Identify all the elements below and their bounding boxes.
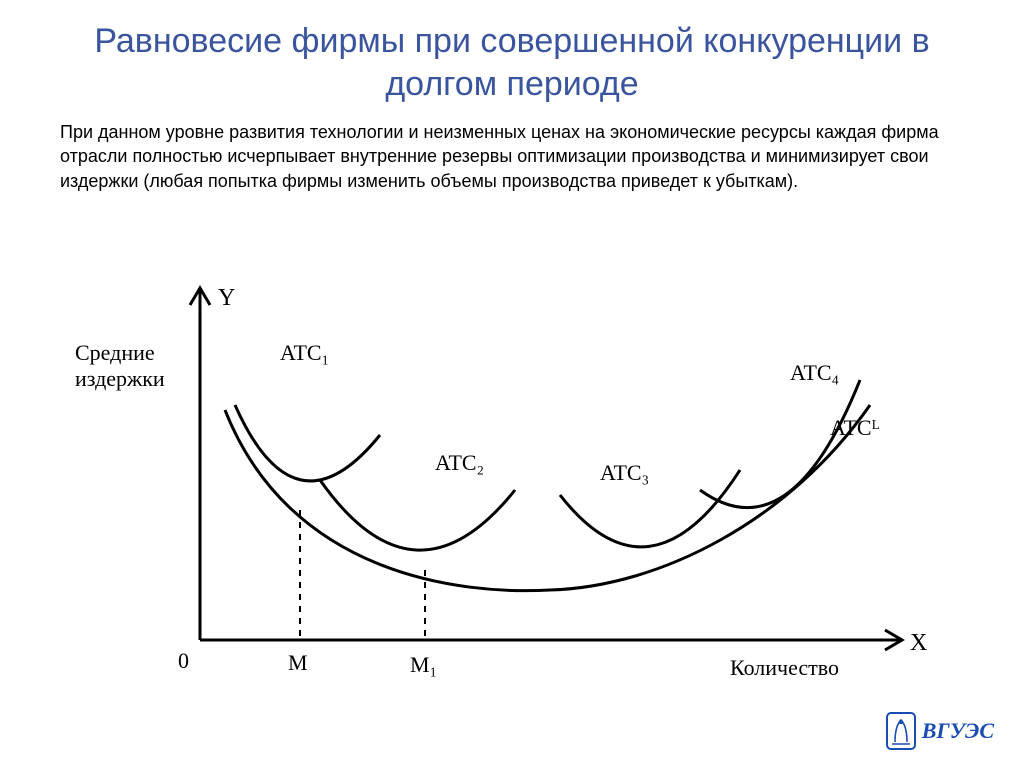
y-axis-name-1: Средние bbox=[75, 340, 155, 365]
logo-text: ВГУЭС bbox=[922, 718, 994, 744]
slide-title: Равновесие фирмы при совершенной конкуре… bbox=[0, 0, 1024, 110]
origin-label: 0 bbox=[178, 648, 189, 673]
x-axis-right-label: X bbox=[910, 630, 927, 656]
label-atc1: ATC₁ bbox=[280, 340, 329, 365]
cost-curve-chart: Y Средние издержки X Количество 0 ATC₁ A… bbox=[60, 280, 940, 700]
tick-M: M bbox=[288, 650, 308, 675]
curve-atcL bbox=[225, 405, 870, 591]
label-atc3: ATC₃ bbox=[600, 460, 649, 485]
logo-icon bbox=[886, 712, 916, 750]
tick-M1: M₁ bbox=[410, 652, 437, 677]
x-axis-name: Количество bbox=[730, 655, 839, 680]
label-atc2: ATC₂ bbox=[435, 450, 484, 475]
curve-atc4 bbox=[700, 380, 860, 508]
curve-atc2 bbox=[320, 480, 515, 550]
logo: ВГУЭС bbox=[886, 712, 994, 750]
label-atcL: ATCᴸ bbox=[830, 415, 880, 440]
y-axis-name-2: издержки bbox=[75, 366, 165, 391]
slide-paragraph: При данном уровне развития технологии и … bbox=[0, 110, 1024, 193]
label-atc4: ATC₄ bbox=[790, 360, 839, 385]
curve-atc3 bbox=[560, 470, 740, 547]
y-axis-top-label: Y bbox=[218, 285, 235, 311]
